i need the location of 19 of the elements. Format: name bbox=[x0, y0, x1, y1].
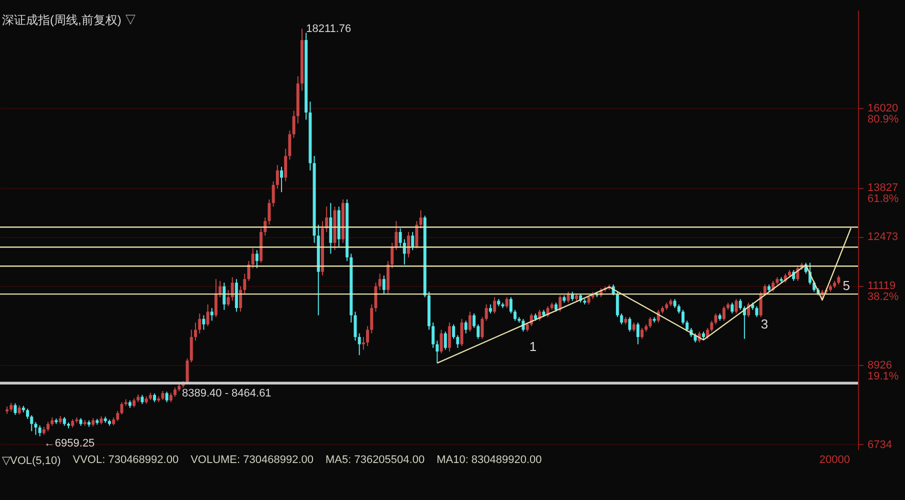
annotation: 18211.76 bbox=[306, 22, 352, 35]
y-tick-label: 8926 19.1% bbox=[868, 360, 899, 383]
annotation: 3 bbox=[760, 316, 768, 332]
y-tick-label: 16020 80.9% bbox=[868, 102, 899, 126]
text: 20000 bbox=[819, 454, 851, 467]
annotation: 1 bbox=[529, 339, 537, 354]
y-tick-label: 13827 61.8% bbox=[868, 182, 899, 206]
y-tick-label: 12473 bbox=[868, 231, 898, 244]
text: VOLUME: 730468992.00 bbox=[190, 454, 314, 467]
text: MA10: 830489920.00 bbox=[436, 454, 542, 467]
annotation: ←6959.25 bbox=[44, 437, 95, 450]
text: ▽VOL(5,10) bbox=[2, 454, 61, 467]
y-tick-label: 11119 38.2% bbox=[868, 280, 899, 304]
y-tick-label: 6734 bbox=[868, 438, 892, 451]
text: MA5: 736205504.00 bbox=[325, 454, 425, 467]
chart-title: 深证成指(周线,前复权) ▽ bbox=[2, 12, 137, 29]
text: VVOL: 730468992.00 bbox=[72, 454, 179, 467]
band-label: 8389.40 - 8464.61 bbox=[182, 387, 272, 400]
annotation: 5 bbox=[842, 278, 850, 294]
